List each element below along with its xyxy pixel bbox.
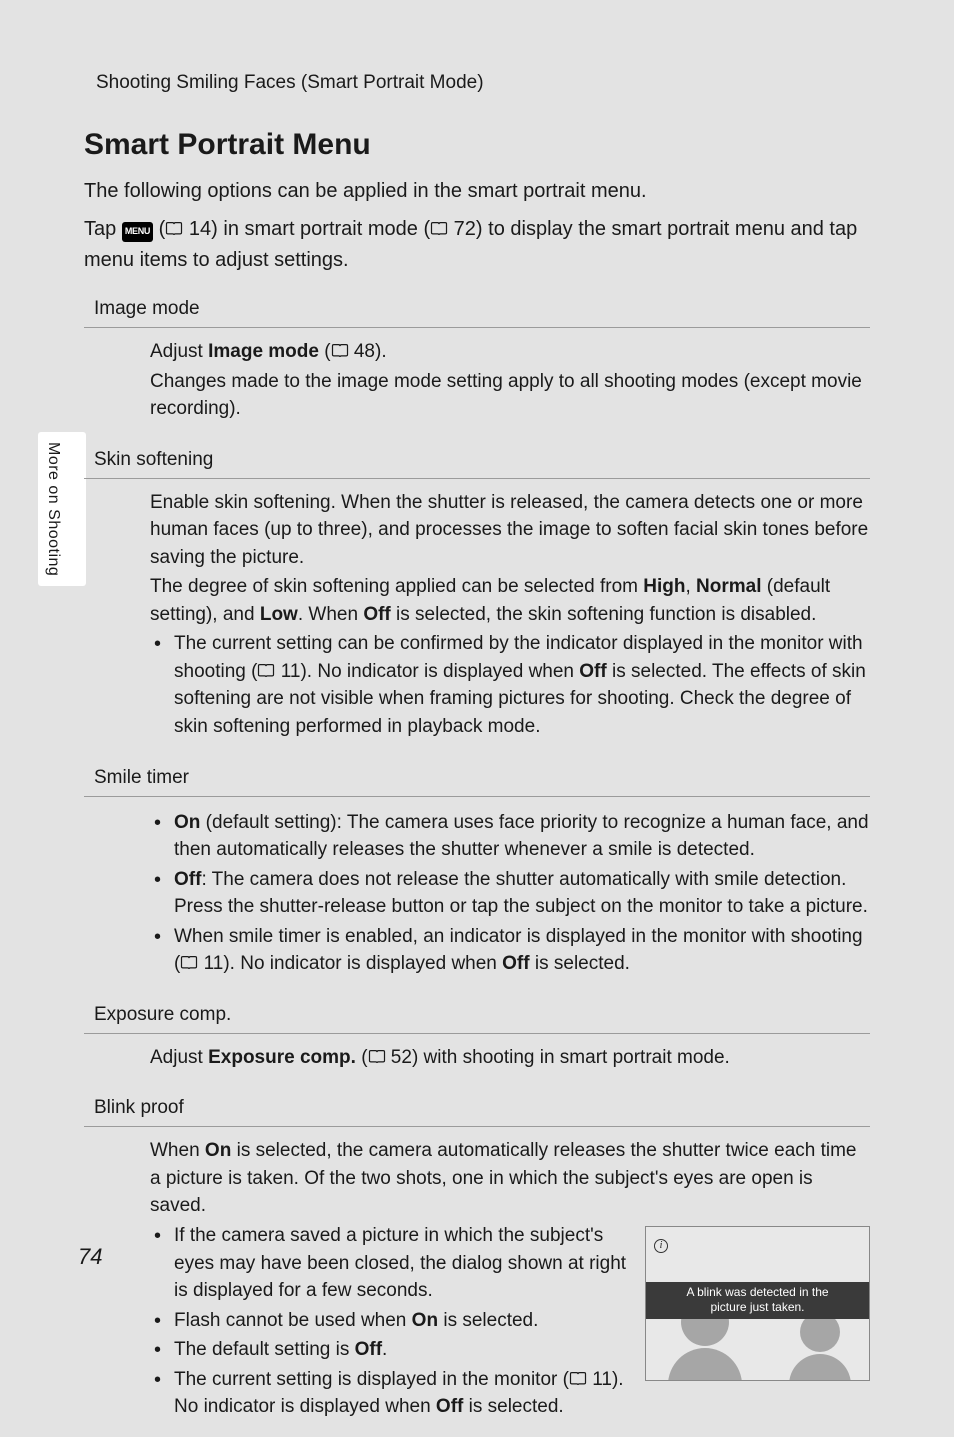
- section-body-image-mode: Adjust Image mode ( 48). Changes made to…: [84, 328, 870, 439]
- bold-text: Normal: [696, 576, 761, 597]
- section-header-image-mode: Image mode: [84, 292, 870, 328]
- paragraph: When On is selected, the camera automati…: [150, 1137, 870, 1220]
- bold-text: Exposure comp.: [208, 1047, 356, 1068]
- page-ref: 11: [587, 1369, 612, 1390]
- text: .: [382, 1339, 387, 1360]
- page-ref: 11: [198, 953, 223, 974]
- paragraph: The degree of skin softening applied can…: [150, 573, 870, 628]
- page-ref: 14: [183, 218, 211, 240]
- text: ).: [375, 341, 387, 362]
- bold-text: On: [205, 1140, 231, 1161]
- blink-proof-figure: i A blink was detected in the picture ju…: [645, 1226, 870, 1381]
- list-item: When smile timer is enabled, an indicato…: [150, 923, 870, 978]
- text: (: [153, 218, 165, 240]
- paragraph: Enable skin softening. When the shutter …: [150, 489, 870, 572]
- section-body-skin-softening: Enable skin softening. When the shutter …: [84, 479, 870, 757]
- section-header-skin-softening: Skin softening: [84, 443, 870, 479]
- text: ). No indicator is displayed when: [223, 953, 502, 974]
- intro-line-2: Tap MENU ( 14) in smart portrait mode ( …: [84, 214, 870, 276]
- text: When: [150, 1140, 205, 1161]
- bullet-list: On (default setting): The camera uses fa…: [150, 809, 870, 978]
- paragraph: Adjust Image mode ( 48).: [150, 338, 870, 366]
- list-item: The current setting is displayed in the …: [150, 1366, 631, 1421]
- bold-text: High: [643, 576, 685, 597]
- text: A blink was detected in the: [686, 1285, 828, 1299]
- book-icon: [368, 1045, 386, 1059]
- page-ref: 11: [275, 661, 300, 682]
- blink-message: A blink was detected in the picture just…: [646, 1282, 869, 1319]
- menu-icon: MENU: [122, 222, 153, 242]
- book-icon: [257, 659, 275, 673]
- bold-text: Off: [436, 1396, 463, 1417]
- paragraph: Adjust Exposure comp. ( 52) with shootin…: [150, 1044, 870, 1072]
- text: ). No indicator is displayed when: [300, 661, 579, 682]
- section-body-exposure-comp: Adjust Exposure comp. ( 52) with shootin…: [84, 1034, 870, 1088]
- info-icon: i: [654, 1233, 668, 1253]
- text: (default setting): The camera uses face …: [174, 812, 869, 861]
- text: is selected.: [530, 953, 630, 974]
- page-ref: 72: [448, 218, 476, 240]
- section-header-exposure-comp: Exposure comp.: [84, 998, 870, 1034]
- section-header-smile-timer: Smile timer: [84, 761, 870, 797]
- text: Adjust: [150, 341, 208, 362]
- bold-text: Off: [355, 1339, 382, 1360]
- text: ,: [685, 576, 696, 597]
- text: picture just taken.: [710, 1300, 804, 1314]
- bullet-list: If the camera saved a picture in which t…: [150, 1222, 631, 1423]
- text: ) with shooting in smart portrait mode.: [412, 1047, 730, 1068]
- section-header-blink-proof: Blink proof: [84, 1091, 870, 1127]
- text: (: [356, 1047, 368, 1068]
- text: is selected.: [463, 1396, 563, 1417]
- page-content: Shooting Smiling Faces (Smart Portrait M…: [0, 0, 954, 1314]
- bold-text: Off: [579, 661, 606, 682]
- book-icon: [569, 1367, 587, 1381]
- bold-text: On: [412, 1310, 438, 1331]
- text: The default setting is: [174, 1339, 355, 1360]
- book-icon: [180, 951, 198, 965]
- bold-text: On: [174, 812, 200, 833]
- bold-text: Low: [260, 604, 298, 625]
- list-item: If the camera saved a picture in which t…: [150, 1222, 631, 1305]
- bold-text: Off: [363, 604, 390, 625]
- bold-text: Off: [502, 953, 529, 974]
- text: is selected, the camera automatically re…: [150, 1140, 857, 1216]
- intro-line-1: The following options can be applied in …: [84, 176, 870, 206]
- text: is selected.: [438, 1310, 538, 1331]
- text: Tap: [84, 218, 122, 240]
- text: Flash cannot be used when: [174, 1310, 412, 1331]
- text: Adjust: [150, 1047, 208, 1068]
- page-number: 74: [78, 1244, 102, 1270]
- text: . When: [298, 604, 363, 625]
- page-ref: 48: [349, 341, 375, 362]
- list-item: The default setting is Off.: [150, 1336, 631, 1364]
- page-title: Smart Portrait Menu: [84, 128, 870, 162]
- breadcrumb: Shooting Smiling Faces (Smart Portrait M…: [96, 72, 870, 94]
- book-icon: [331, 339, 349, 353]
- book-icon: [430, 215, 448, 229]
- text: ) in smart portrait mode (: [211, 218, 430, 240]
- bold-text: Image mode: [208, 341, 319, 362]
- list-item: The current setting can be confirmed by …: [150, 630, 870, 740]
- list-item: Flash cannot be used when On is selected…: [150, 1307, 631, 1335]
- page-ref: 52: [386, 1047, 412, 1068]
- text: The current setting is displayed in the …: [174, 1369, 569, 1390]
- text: (: [319, 341, 331, 362]
- paragraph: Changes made to the image mode setting a…: [150, 368, 870, 423]
- list-item: Off: The camera does not release the shu…: [150, 866, 870, 921]
- bold-text: Off: [174, 869, 201, 890]
- text: : The camera does not release the shutte…: [174, 869, 868, 918]
- book-icon: [165, 215, 183, 229]
- list-item: On (default setting): The camera uses fa…: [150, 809, 870, 864]
- bullet-list: The current setting can be confirmed by …: [150, 630, 870, 740]
- section-body-smile-timer: On (default setting): The camera uses fa…: [84, 797, 870, 994]
- section-body-blink-proof: When On is selected, the camera automati…: [84, 1127, 870, 1436]
- text: is selected, the skin softening function…: [391, 604, 817, 625]
- text: The degree of skin softening applied can…: [150, 576, 643, 597]
